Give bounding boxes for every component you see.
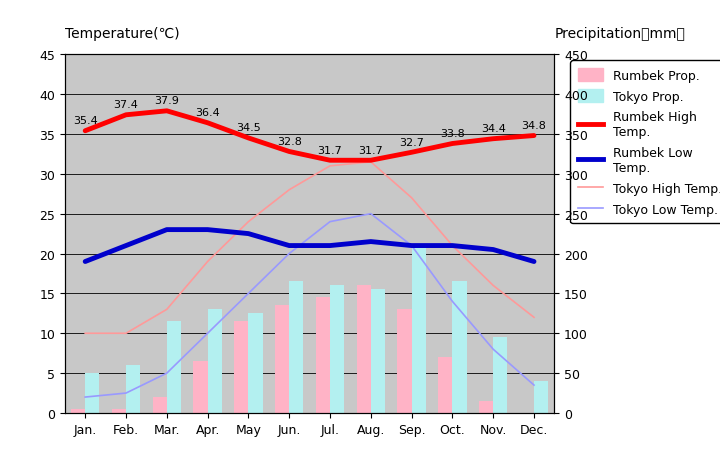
Bar xyxy=(289,282,304,413)
Text: 37.4: 37.4 xyxy=(114,100,138,110)
Bar xyxy=(193,361,207,413)
Text: 34.4: 34.4 xyxy=(481,124,505,134)
Bar xyxy=(371,290,385,413)
Text: 31.7: 31.7 xyxy=(359,146,383,155)
Text: 35.4: 35.4 xyxy=(73,116,98,126)
Text: 32.7: 32.7 xyxy=(399,137,424,147)
Bar xyxy=(126,365,140,413)
Bar xyxy=(275,306,289,413)
Bar xyxy=(207,310,222,413)
Text: 36.4: 36.4 xyxy=(195,108,220,118)
Bar xyxy=(167,322,181,413)
Text: 31.7: 31.7 xyxy=(318,146,343,155)
Text: Temperature(℃): Temperature(℃) xyxy=(65,28,179,41)
Text: 32.8: 32.8 xyxy=(276,137,302,146)
Bar xyxy=(330,286,344,413)
Bar xyxy=(438,358,452,413)
Bar xyxy=(356,286,371,413)
Text: 33.8: 33.8 xyxy=(440,129,465,139)
Bar xyxy=(234,322,248,413)
Bar xyxy=(85,373,99,413)
Text: 37.9: 37.9 xyxy=(154,96,179,106)
Bar xyxy=(112,409,126,413)
Text: 34.5: 34.5 xyxy=(236,123,261,133)
Bar xyxy=(479,401,493,413)
Bar xyxy=(397,310,412,413)
Bar xyxy=(534,381,549,413)
Bar xyxy=(493,337,508,413)
Bar xyxy=(452,282,467,413)
Text: 34.8: 34.8 xyxy=(521,121,546,131)
Bar xyxy=(316,298,330,413)
Bar xyxy=(71,409,85,413)
Bar xyxy=(412,246,426,413)
Bar xyxy=(153,397,167,413)
Legend: Rumbek Prop., Tokyo Prop., Rumbek High
Temp., Rumbek Low
Temp., Tokyo High Temp.: Rumbek Prop., Tokyo Prop., Rumbek High T… xyxy=(570,62,720,224)
Text: Precipitation（mm）: Precipitation（mm） xyxy=(554,28,685,41)
Bar xyxy=(248,313,263,413)
